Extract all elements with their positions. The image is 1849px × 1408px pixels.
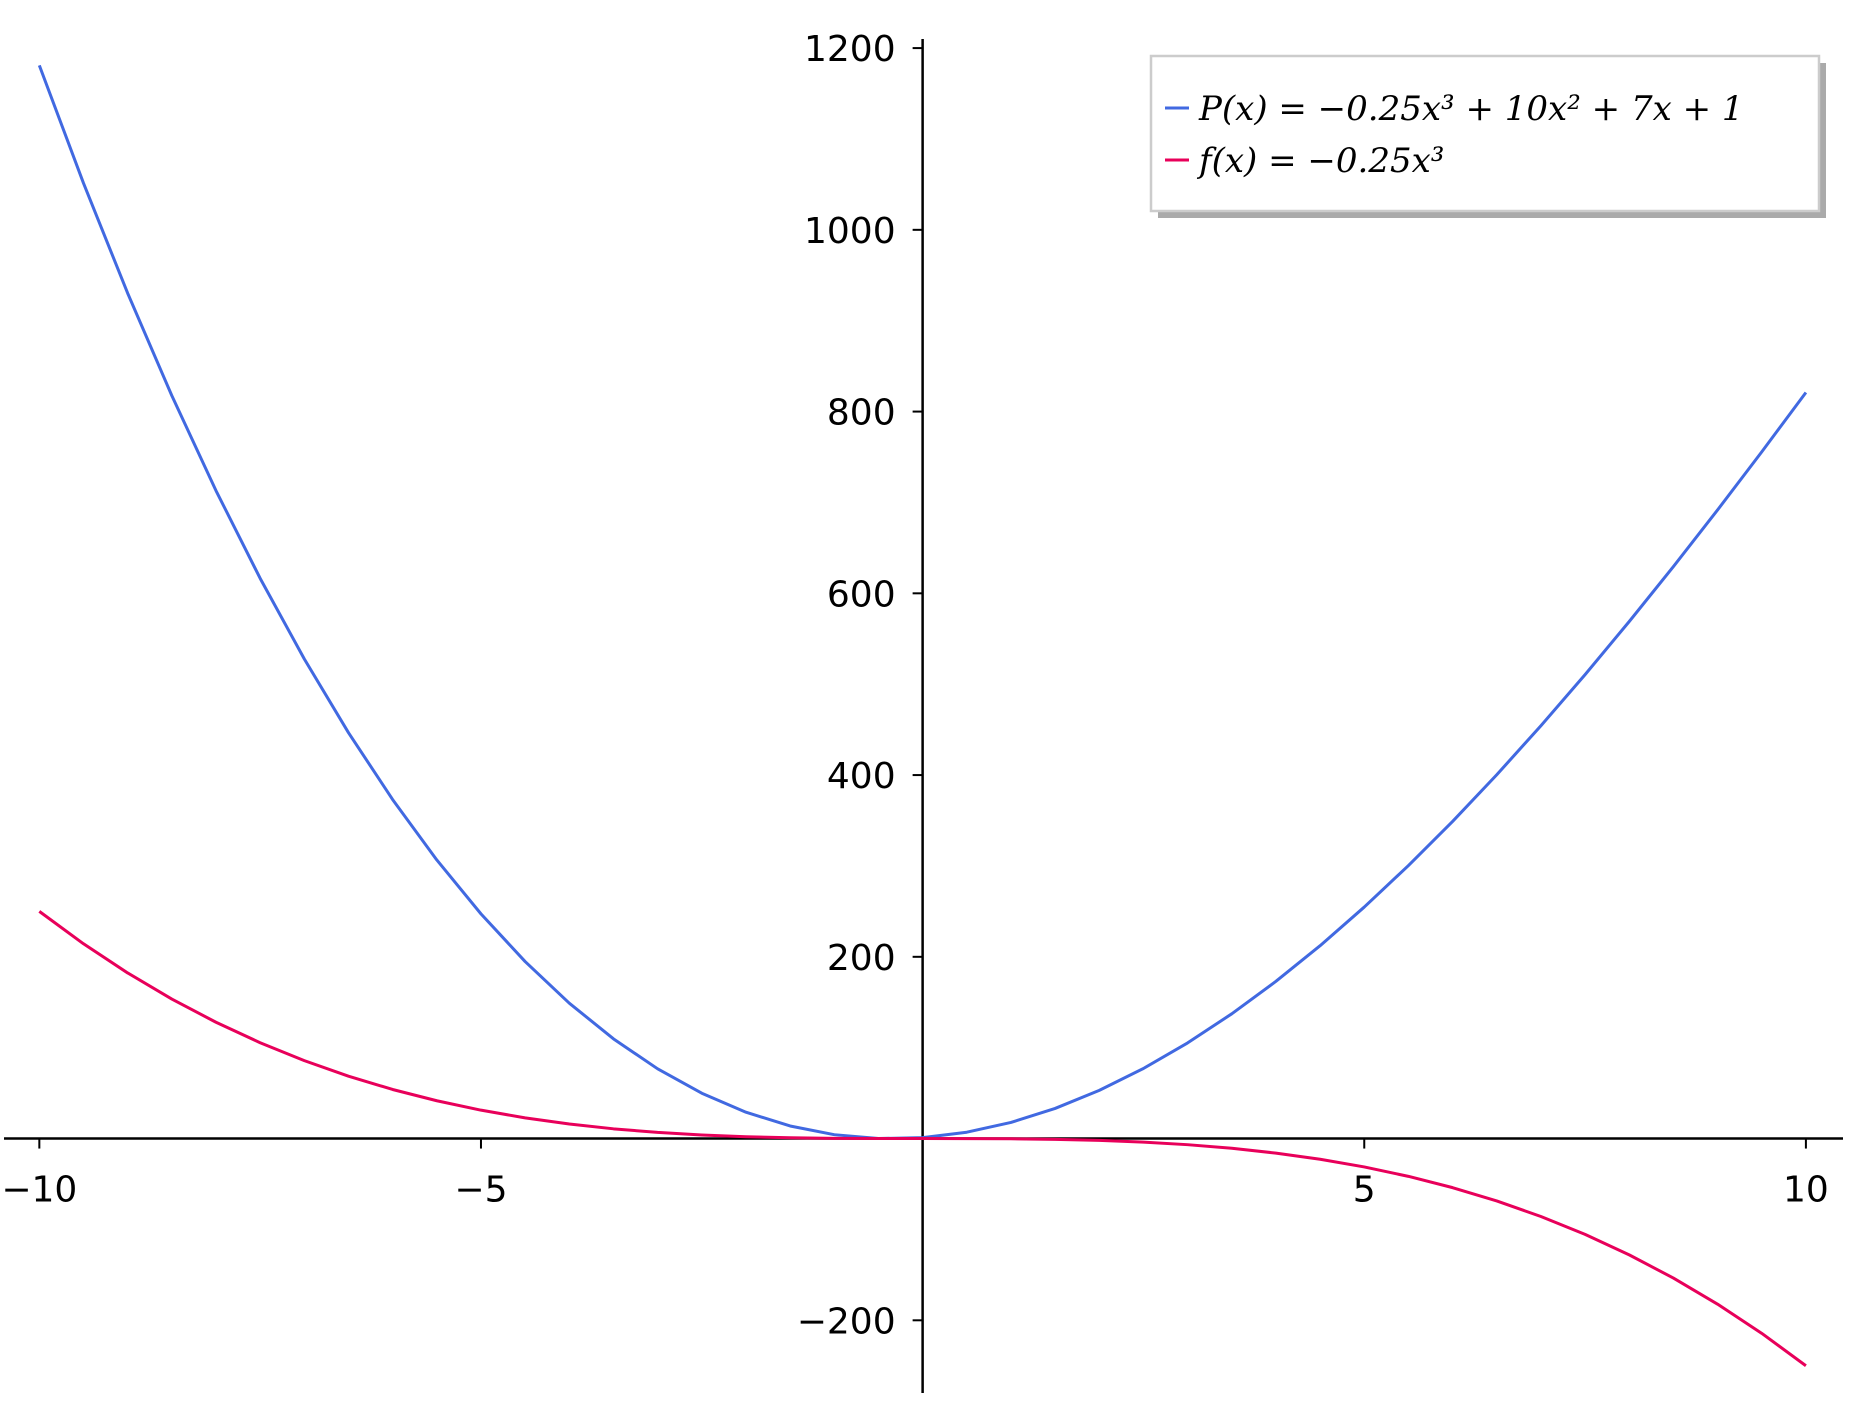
legend-label: P(x) = −0.25x³ + 10x² + 7x + 1 [1198, 89, 1744, 129]
legend-box [1149, 54, 1821, 213]
series-line [38, 910, 1807, 1367]
y-tick-label: 200 [827, 938, 896, 979]
y-tick-label: −200 [797, 1301, 896, 1342]
y-tick-label: 400 [827, 756, 896, 797]
y-tick-label: 800 [827, 393, 896, 434]
x-tick-label: 10 [1783, 1170, 1829, 1211]
x-tick-label: 5 [1353, 1170, 1376, 1211]
x-tick-label: −5 [454, 1170, 507, 1211]
y-tick-label: 1200 [804, 29, 896, 70]
y-tick-label: 600 [827, 574, 896, 615]
legend-label: f(x) = −0.25x³ [1196, 141, 1444, 181]
legend: P(x) = −0.25x³ + 10x² + 7x + 1 f(x) = −0.… [1149, 54, 1826, 218]
y-tick-label: 1000 [804, 211, 896, 252]
x-tick-label: −10 [1, 1170, 77, 1211]
